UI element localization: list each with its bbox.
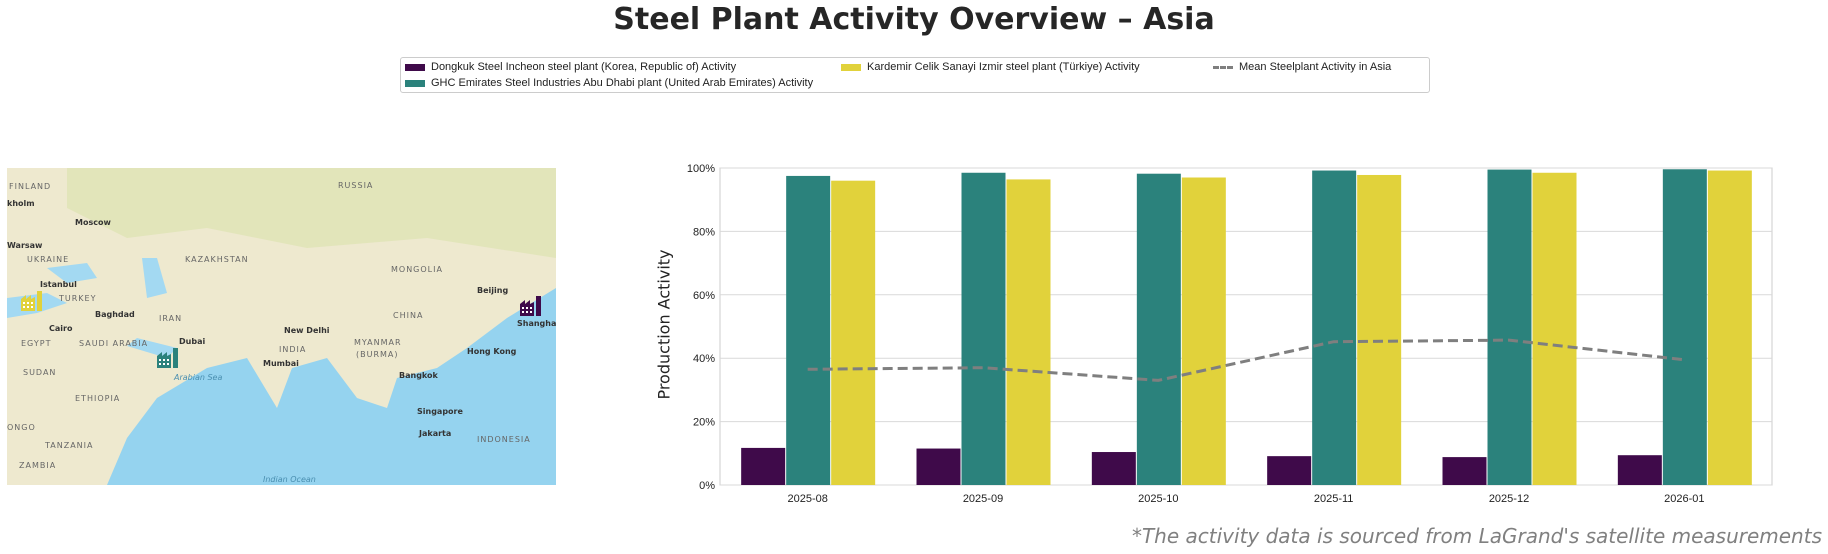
legend-swatch xyxy=(1213,65,1233,69)
plot-area xyxy=(719,167,1773,486)
map-city-label: Beijing xyxy=(477,286,508,295)
map-city-label: Hong Kong xyxy=(467,347,517,356)
map-city-label: Bangkok xyxy=(399,371,439,380)
bar-dongkuk xyxy=(1442,457,1487,485)
y-tick-label: 80% xyxy=(693,226,715,238)
x-tick-label: 2026-01 xyxy=(1664,493,1704,505)
y-tick-label: 0% xyxy=(699,480,715,492)
map-city-label: Istanbul xyxy=(40,280,77,289)
bar-dongkuk xyxy=(1091,452,1136,485)
map-city-label: Shanghai xyxy=(517,319,556,328)
map-country-label: MONGOLIA xyxy=(391,265,443,274)
map-country-label: CHINA xyxy=(393,311,423,320)
map-country-label: EGYPT xyxy=(21,339,51,348)
bar-kardemir xyxy=(1181,177,1226,485)
legend-label: Dongkuk Steel Incheon steel plant (Korea… xyxy=(431,61,737,73)
chart-title: Steel Plant Activity Overview – Asia xyxy=(613,2,1215,37)
map-marker-factory-icon[interactable] xyxy=(520,296,541,316)
bar-dongkuk xyxy=(1617,455,1662,485)
map-country-label: ONGO xyxy=(7,423,36,432)
bar-ghc xyxy=(1487,169,1532,485)
legend-swatch xyxy=(405,79,425,87)
legend-swatch xyxy=(405,63,425,71)
footnote: *The activity data is sourced from LaGra… xyxy=(1131,524,1822,548)
map-country-label: SUDAN xyxy=(23,368,56,377)
bar-dongkuk xyxy=(741,447,786,485)
map-country-label: IRAN xyxy=(159,314,182,323)
y-tick-label: 20% xyxy=(693,417,715,429)
map-city-label: Jakarta xyxy=(418,429,451,438)
map-city-label: Mumbai xyxy=(263,359,299,368)
mean-activity-line xyxy=(807,338,1685,382)
x-tick-label: 2025-09 xyxy=(963,493,1003,505)
bar-dongkuk xyxy=(1267,456,1312,485)
map-country-label: ETHIOPIA xyxy=(75,394,120,403)
map-city-label: New Delhi xyxy=(284,326,330,335)
map-city-label: kholm xyxy=(7,199,35,208)
map-country-label: ZAMBIA xyxy=(19,461,56,470)
map-city-label: Dubai xyxy=(179,337,205,346)
bar-ghc xyxy=(1136,173,1181,485)
map-marker-factory-icon[interactable] xyxy=(157,348,178,368)
bar-chart: 0% 20% 40% 60% 80% 100% 2025-08 2025-09 2025-10 2… xyxy=(687,163,1773,505)
map-city-label: Singapore xyxy=(417,407,463,416)
map-sea-label: Indian Ocean xyxy=(263,475,316,484)
y-tick-label: 60% xyxy=(693,290,715,302)
map-city-label: Warsaw xyxy=(7,241,43,250)
bar-ghc xyxy=(961,172,1006,485)
map-gulf xyxy=(127,338,177,358)
legend-item-kardemir: Kardemir Celik Sanayi Izmir steel plant … xyxy=(841,61,1140,73)
map-country-label: (BURMA) xyxy=(356,350,399,359)
bar-kardemir xyxy=(1707,170,1752,485)
map-country-label: FINLAND xyxy=(9,182,51,191)
map-country-label: TANZANIA xyxy=(44,441,94,450)
map-ocean xyxy=(107,288,556,485)
map-country-label: KAZAKHSTAN xyxy=(185,255,249,264)
map-country-label: RUSSIA xyxy=(338,181,373,190)
map-country-label: INDIA xyxy=(279,345,306,354)
map-country-label: UKRAINE xyxy=(27,255,69,264)
bar-ghc xyxy=(1662,169,1707,485)
legend-item-mean: Mean Steelplant Activity in Asia xyxy=(1213,61,1391,73)
x-tick-label: 2025-08 xyxy=(787,493,827,505)
legend-label: Mean Steelplant Activity in Asia xyxy=(1239,61,1392,73)
map-country-label: INDONESIA xyxy=(477,435,531,444)
map-vegetation xyxy=(67,168,556,258)
map-marker-factory-icon[interactable] xyxy=(21,291,42,311)
bar-kardemir xyxy=(831,180,876,485)
legend-swatch xyxy=(841,63,861,71)
x-tick-label: 2025-12 xyxy=(1489,493,1529,505)
bar-ghc xyxy=(1312,170,1357,485)
map-country-label: TURKEY xyxy=(58,294,97,303)
map-sea-black xyxy=(47,263,97,283)
legend-label: GHC Emirates Steel Industries Abu Dhabi … xyxy=(431,77,814,89)
map-country-label: SAUDI ARABIA xyxy=(79,339,148,348)
map-sea-caspian xyxy=(142,258,167,298)
map-sea-label: Arabian Sea xyxy=(173,373,222,382)
legend: Dongkuk Steel Incheon steel plant (Korea… xyxy=(400,57,1430,93)
map-city-label: Baghdad xyxy=(95,310,135,319)
y-axis-label: Production Activity xyxy=(654,249,674,400)
y-tick-label: 40% xyxy=(693,353,715,365)
map-city-label: Cairo xyxy=(49,324,73,333)
bar-dongkuk xyxy=(916,448,961,485)
x-tick-label: 2025-10 xyxy=(1138,493,1178,505)
bar-kardemir xyxy=(1357,174,1402,485)
legend-item-ghc: GHC Emirates Steel Industries Abu Dhabi … xyxy=(405,77,813,89)
bar-kardemir xyxy=(1006,179,1051,486)
map[interactable]: FINLAND RUSSIA UKRAINE KAZAKHSTAN MONGOLIA TU… xyxy=(7,168,556,485)
legend-label: Kardemir Celik Sanayi Izmir steel plant … xyxy=(867,61,1140,73)
x-tick-label: 2025-11 xyxy=(1314,493,1354,505)
map-city-label: Moscow xyxy=(75,218,111,227)
bar-ghc xyxy=(786,175,831,486)
map-country-label: MYANMAR xyxy=(354,338,402,347)
y-tick-label: 100% xyxy=(687,163,715,175)
legend-item-dongkuk: Dongkuk Steel Incheon steel plant (Korea… xyxy=(405,61,736,73)
bar-kardemir xyxy=(1532,172,1577,485)
